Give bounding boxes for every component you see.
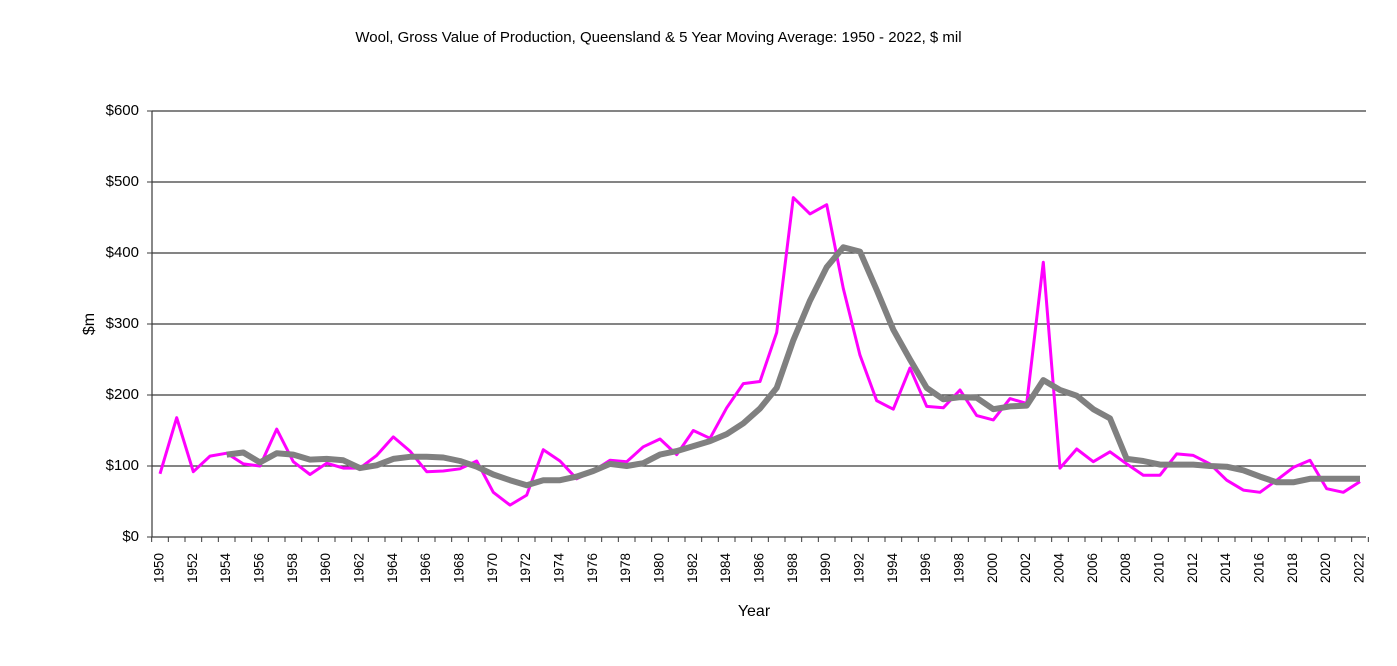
x-tick-label: 1966	[418, 553, 433, 583]
x-tick-label: 2006	[1085, 553, 1100, 583]
y-tick-label: $100	[106, 457, 139, 474]
x-tick-label: 1992	[852, 553, 867, 583]
x-axis-ticks: 1950 1952 1954 1956 1958 1960 1962 1964 1966 1968…	[151, 537, 1369, 583]
y-tick-label: $500	[106, 173, 139, 190]
x-tick-label: 2014	[1218, 552, 1233, 583]
x-tick-label: 1984	[718, 552, 733, 583]
y-tick-label: $400	[106, 244, 139, 261]
x-tick-label: 1998	[952, 553, 967, 583]
x-tick-label: 2000	[985, 553, 1000, 583]
x-tick-label: 1964	[385, 552, 400, 583]
x-axis-title: Year	[738, 603, 771, 620]
x-tick-label: 1952	[185, 553, 200, 583]
y-tick-label: $300	[106, 315, 139, 332]
x-tick-label: 1958	[285, 553, 300, 583]
x-tick-label: 1960	[318, 553, 333, 583]
x-tick-label: 1956	[252, 553, 267, 583]
x-tick-label: 1950	[152, 553, 167, 583]
x-tick-label: 2020	[1318, 553, 1333, 583]
x-tick-label: 1976	[585, 553, 600, 583]
x-tick-label: 2012	[1185, 553, 1200, 583]
x-tick-label: 1962	[352, 553, 367, 583]
x-tick-label: 2002	[1018, 553, 1033, 583]
x-tick-label: 1990	[818, 553, 833, 583]
x-tick-label: 1982	[685, 553, 700, 583]
x-tick-label: 2004	[1052, 552, 1067, 583]
series-line-moving-average	[226, 244, 1360, 489]
chart-title: Wool, Gross Value of Production, Queensl…	[355, 29, 962, 46]
x-tick-label: 2018	[1285, 553, 1300, 583]
y-tick-label: $200	[106, 386, 139, 403]
y-tick-label: $600	[106, 102, 139, 119]
x-tick-label: 1972	[518, 553, 533, 583]
x-tick-label: 1974	[552, 552, 567, 583]
y-tick-label: $0	[122, 528, 139, 545]
x-tick-label: 1978	[618, 553, 633, 583]
x-tick-label: 1980	[652, 553, 667, 583]
y-axis-title: $m	[81, 313, 98, 335]
x-tick-label: 1994	[885, 552, 900, 583]
x-tick-label: 2022	[1352, 553, 1367, 583]
x-tick-label: 1968	[452, 553, 467, 583]
x-tick-label: 1954	[218, 552, 233, 583]
x-tick-label: 1988	[785, 553, 800, 583]
x-tick-label: 2016	[1252, 553, 1267, 583]
x-tick-label: 1970	[485, 553, 500, 583]
x-tick-label: 1996	[918, 553, 933, 583]
x-tick-label: 2010	[1152, 553, 1167, 583]
x-tick-label: 1986	[752, 553, 767, 583]
x-tick-label: 2008	[1118, 553, 1133, 583]
series	[158, 196, 1361, 507]
y-axis-ticks: $0 $100 $200 $300 $400 $500 $600	[106, 102, 152, 545]
